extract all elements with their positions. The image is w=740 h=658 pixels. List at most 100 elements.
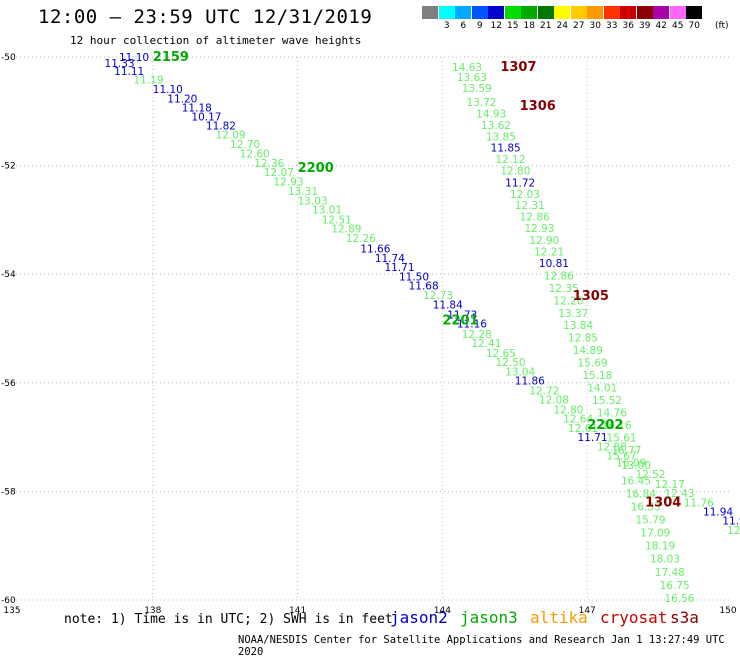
wave-height-reading: 17.48 — [655, 567, 685, 579]
legend-color-box — [471, 6, 488, 19]
satellite-label-s3a: s3a — [670, 608, 699, 627]
wave-height-reading: 12.20 — [553, 295, 583, 307]
wave-height-reading: 11.85 — [491, 143, 521, 155]
wave-height-reading: 11.10 — [153, 84, 183, 96]
wave-height-reading: 16.09 — [616, 458, 646, 470]
legend-swatch: 36 — [620, 6, 637, 31]
wave-height-reading: 12.26 — [346, 233, 376, 245]
wave-height-reading: 11.86 — [515, 376, 545, 388]
wave-height-reading: 16.45 — [621, 476, 651, 488]
wave-height-reading: 11.50 — [399, 271, 429, 283]
wave-height-reading: 12.41 — [471, 338, 501, 350]
wave-height-reading: 12.17 — [655, 479, 685, 491]
legend-color-box — [620, 6, 637, 19]
legend-label: 18 — [523, 21, 535, 31]
lon-tick-label: 135 — [3, 606, 20, 616]
wave-height-reading: 10.17 — [191, 112, 221, 124]
legend-color-box — [653, 6, 670, 19]
legend-swatch: 21 — [537, 6, 555, 31]
legend-color-box — [587, 6, 604, 19]
color-legend: 3 6 9 12 15 18 21 24 27 30 33 36 39 42 45 70 — [422, 6, 703, 31]
wave-height-reading: 18.03 — [650, 554, 680, 566]
wave-height-reading: 12.32 — [727, 525, 740, 537]
lon-tick-label: 141 — [289, 606, 306, 616]
wave-height-reading: 16.56 — [664, 593, 694, 605]
wave-height-reading: 12.73 — [423, 290, 453, 302]
wave-height-reading: 12.50 — [495, 357, 525, 369]
wave-height-reading: 13.84 — [563, 320, 593, 332]
lat-tick-label: -50 — [1, 53, 16, 63]
legend-swatch: 24 — [554, 6, 571, 31]
wave-height-reading: 12.85 — [568, 333, 598, 345]
legend-label: 3 — [443, 21, 450, 31]
wave-height-reading: 11.82 — [206, 120, 236, 132]
wave-height-reading: 12.90 — [529, 235, 559, 247]
wave-height-reading: 11.98 — [722, 516, 740, 528]
lon-tick-label: 138 — [144, 606, 161, 616]
legend-swatch: 70 — [686, 6, 703, 31]
wave-height-reading: 11.68 — [409, 281, 439, 293]
track-label: 1306 — [520, 99, 556, 114]
wave-height-reading: 12.80 — [553, 404, 583, 416]
wave-height-reading: 11.66 — [360, 244, 390, 256]
page-title: 12:00 – 23:59 UTC 12/31/2019 — [38, 6, 373, 28]
legend-unit: (ft) — [715, 21, 729, 31]
wave-height-reading: 12.12 — [495, 154, 525, 166]
wave-height-reading: 12.61 — [568, 423, 598, 435]
lat-tick-label: -56 — [1, 379, 16, 389]
track-label: 2159 — [153, 50, 189, 65]
track-label: 2201 — [442, 313, 478, 328]
satellite-label-altika: altika — [530, 608, 588, 627]
legend-color-box — [504, 6, 521, 19]
footer-note: note: 1) Time is in UTC; 2) SWH is in fe… — [64, 612, 393, 627]
lon-tick-label: 150 — [719, 606, 736, 616]
legend-label: 21 — [540, 21, 552, 31]
wave-height-reading: 13.04 — [505, 366, 535, 378]
page-subtitle: 12 hour collection of altimeter wave hei… — [70, 34, 362, 47]
legend-swatch: 18 — [521, 6, 538, 31]
legend-color-box — [554, 6, 571, 19]
wave-height-reading: 11.18 — [182, 102, 212, 114]
legend-label: 15 — [507, 21, 519, 31]
wave-height-reading: 12.93 — [524, 223, 554, 235]
wave-height-reading: 12.08 — [539, 395, 569, 407]
legend-color-box — [603, 6, 620, 19]
legend-label: 70 — [688, 21, 700, 31]
legend-label: 24 — [556, 21, 568, 31]
legend-color-box — [438, 6, 455, 19]
wave-height-reading: 14.89 — [573, 345, 603, 357]
legend-swatch: 45 — [669, 6, 687, 31]
lat-tick-label: -58 — [1, 487, 16, 497]
wave-height-reading: 16.75 — [660, 580, 690, 592]
wave-height-reading: 15.61 — [607, 433, 637, 445]
wave-height-reading: 12.86 — [544, 270, 574, 282]
lat-tick-label: -60 — [1, 596, 16, 606]
wave-height-reading: 12.89 — [331, 224, 361, 236]
wave-height-reading: 11.11 — [114, 66, 144, 78]
legend-label: 6 — [460, 21, 467, 31]
legend-label: 36 — [622, 21, 634, 31]
legend-label: 39 — [639, 21, 651, 31]
wave-height-reading: 14.93 — [476, 108, 506, 120]
wave-height-reading: 13.01 — [312, 205, 342, 217]
track-label: 2202 — [587, 418, 623, 433]
wave-height-reading: 15.67 — [607, 451, 637, 463]
legend-swatch: 6 — [455, 6, 472, 31]
legend-label: 45 — [672, 21, 684, 31]
wave-height-reading: 12.72 — [529, 385, 559, 397]
wave-height-reading: 12.80 — [500, 165, 530, 177]
legend-label: 12 — [490, 21, 502, 31]
track-label: 1304 — [645, 495, 681, 510]
wave-height-reading: 12.88 — [597, 441, 627, 453]
legend-swatch: 9 — [471, 6, 489, 31]
wave-height-reading: 13.59 — [462, 83, 492, 95]
track-label: 1307 — [500, 60, 536, 75]
legend-label: 9 — [476, 21, 483, 31]
wave-height-reading: 12.03 — [510, 189, 540, 201]
legend-color-box — [570, 6, 587, 19]
legend-label: 42 — [655, 21, 667, 31]
legend-swatch: 3 — [438, 6, 456, 31]
legend-swatch — [422, 6, 439, 31]
wave-height-reading: 13.63 — [457, 72, 487, 84]
legend-color-box — [537, 6, 554, 19]
